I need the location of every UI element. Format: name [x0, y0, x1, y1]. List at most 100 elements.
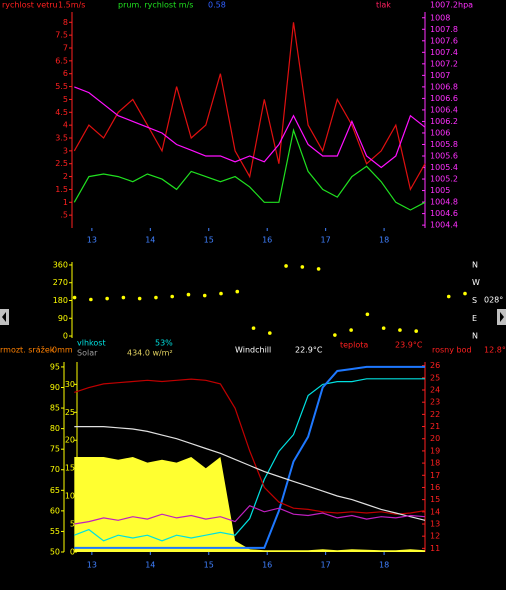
point — [300, 265, 305, 269]
x-tick-label: 18 — [379, 561, 389, 570]
legend-avg-wind: prum. rychlost m/s — [118, 1, 193, 10]
point — [89, 297, 93, 302]
y-tick-label: 7 — [63, 44, 68, 53]
readout-humidity: 53% — [155, 339, 173, 348]
y-tick-label: 80 — [50, 424, 60, 433]
arrow-right[interactable] — [500, 312, 504, 322]
y-tick-label: 360 — [53, 260, 68, 269]
y3-tick-label: 30 — [65, 380, 75, 389]
legend-dew-point: rosny bod — [432, 346, 472, 355]
y-tick-label: 90 — [58, 314, 68, 323]
legend-wind: rychlost vetru — [2, 1, 58, 10]
point — [316, 267, 321, 271]
y2-tick-label: 12 — [430, 532, 440, 541]
y-tick-label: 270 — [53, 278, 68, 287]
y-tick-label: 85 — [50, 404, 60, 413]
y2-tick-label: 1005.4 — [430, 163, 458, 172]
legend-temperature: teplota — [340, 341, 368, 350]
y-tick-label: 60 — [50, 506, 60, 515]
y2-tick-label: 17 — [430, 471, 440, 480]
y2-tick-label: 1006.8 — [430, 82, 458, 91]
y2-tick-label: 16 — [430, 483, 440, 492]
point — [186, 292, 191, 297]
point — [381, 326, 386, 330]
point — [463, 291, 467, 296]
y2-tick-label: 1004.4 — [430, 221, 458, 230]
point — [219, 291, 223, 296]
y2-tick-label: 1007.4 — [430, 48, 458, 57]
y2-tick-label: 1008 — [430, 13, 450, 22]
y-tick-label: 95 — [50, 362, 60, 371]
series-line — [74, 86, 426, 169]
x-tick-label: 14 — [145, 561, 155, 570]
x-tick-label: 18 — [379, 236, 389, 245]
y-tick-label: 180 — [53, 296, 68, 305]
x-tick-label: 17 — [321, 236, 331, 245]
point — [170, 294, 175, 299]
y2-tick-label: 1007.2 — [430, 59, 458, 68]
y2-tick-label: 22 — [430, 410, 440, 419]
y3-tick-label: 15 — [65, 464, 75, 473]
y-tick-label: 3 — [63, 146, 68, 155]
point — [398, 328, 402, 332]
readout-avg-wind: 0.58 — [208, 1, 226, 10]
y2-tick-label: 19 — [430, 446, 440, 455]
series-area — [74, 457, 426, 552]
y3-tick-label: 20 — [65, 436, 75, 445]
y2-tick-label: 1006 — [430, 128, 450, 137]
y2-tick-label: 26 — [430, 361, 440, 370]
point — [446, 294, 451, 299]
readout-solar: 434.0 w/m² — [127, 349, 173, 358]
y-tick-label: 0 — [63, 332, 68, 341]
y-tick-label: 8 — [63, 18, 68, 27]
y-tick-label: 55 — [50, 527, 60, 536]
x-tick-label: 14 — [145, 236, 155, 245]
y2-tick-label: 14 — [430, 507, 440, 516]
y2-tick-label: 1006.2 — [430, 117, 458, 126]
y2-tick-label: 1007 — [430, 71, 450, 80]
y2-tick-label: N — [472, 332, 478, 341]
legend-solar: Solar — [77, 349, 98, 358]
y2-tick-label: 13 — [430, 519, 440, 528]
y-tick-label: 2 — [63, 172, 68, 181]
x-tick-label: 13 — [87, 561, 97, 570]
y2-tick-label: 11 — [430, 544, 440, 553]
point — [105, 296, 109, 301]
y-tick-label: 75 — [50, 445, 60, 454]
point — [137, 296, 142, 301]
y2-tick-label: 1005.6 — [430, 152, 458, 161]
x-tick-label: 16 — [262, 561, 272, 570]
x-tick-label: 17 — [321, 561, 331, 570]
y-tick-label: 7.5 — [55, 31, 68, 40]
series-line — [74, 426, 426, 521]
point — [154, 295, 158, 300]
y-tick-label: 1 — [63, 198, 68, 207]
y2-tick-label: 21 — [430, 422, 440, 431]
x-tick-label: 15 — [204, 236, 214, 245]
point — [268, 331, 272, 335]
series-line — [73, 22, 426, 192]
series-line — [74, 378, 426, 515]
y-tick-label: .5 — [60, 211, 68, 220]
y2-tick-label: S — [472, 296, 477, 305]
y2-tick-label: 20 — [430, 434, 440, 443]
y2-tick-label: 23 — [430, 398, 440, 407]
arrow-left[interactable] — [2, 312, 6, 322]
readout-pressure: 1007.2hpa — [430, 1, 473, 10]
series-line — [74, 365, 425, 549]
x-tick-label: 13 — [87, 236, 97, 245]
scroll-left[interactable] — [0, 309, 9, 325]
y-tick-label: 65 — [50, 486, 60, 495]
series-line — [74, 378, 425, 542]
legend-humidity: vlhkost — [77, 339, 106, 348]
point — [284, 264, 288, 268]
rain-label: rmozt. srážek — [0, 346, 55, 355]
scroll-right[interactable] — [497, 309, 506, 325]
readout-rain: 0mm — [52, 346, 73, 355]
y2-tick-label: 1004.8 — [430, 198, 458, 207]
readout-dew-point: 12.8°C — [484, 346, 506, 355]
y2-tick-label: W — [472, 278, 480, 287]
y3-tick-label: 25 — [65, 408, 75, 417]
y-tick-label: 6.5 — [55, 56, 68, 65]
